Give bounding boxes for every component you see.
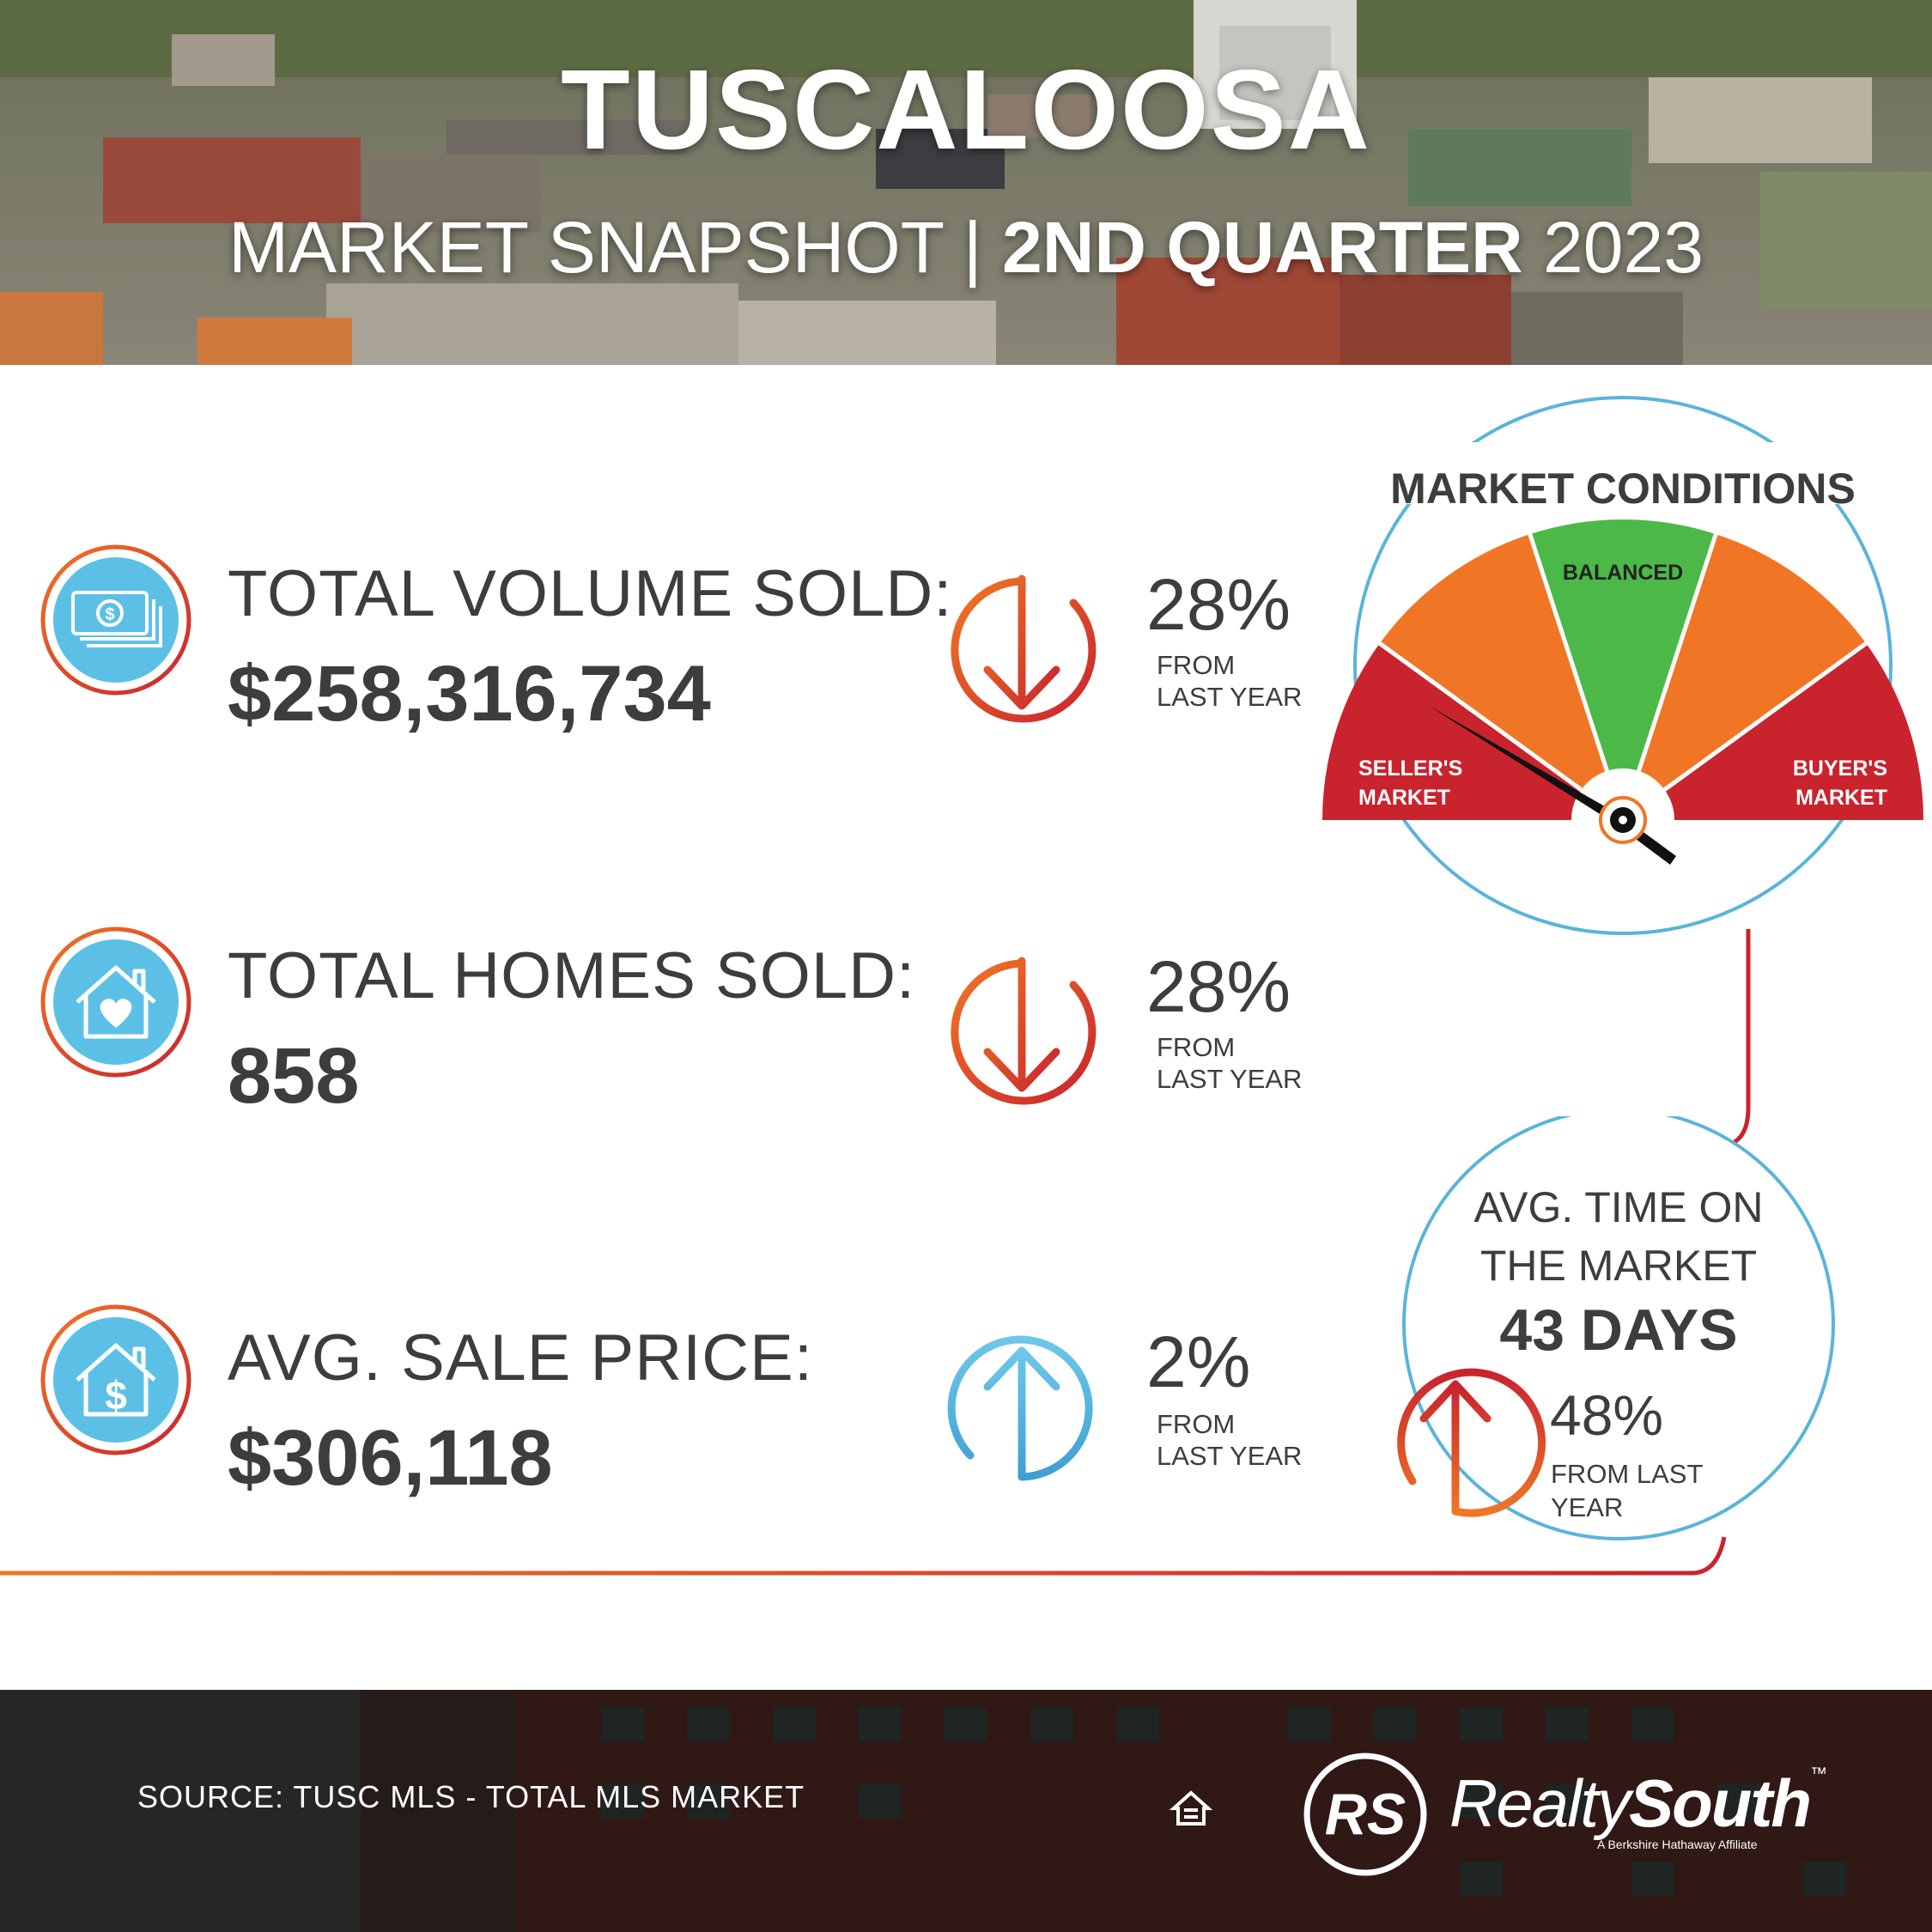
gauge-segment-buyer <box>1664 643 1923 820</box>
time-on-market-label: AVG. TIME ON THE MARKET <box>1473 1183 1764 1290</box>
arrow-up-icon-2 <box>1397 1368 1546 1517</box>
time-on-market-change-note: FROM LAST YEAR <box>1551 1459 1703 1522</box>
subtitle-text: MARKET SNAPSHOT | <box>228 207 1002 288</box>
subtitle-quarter: 2ND QUARTER <box>1002 207 1523 288</box>
gauge-label-seller-2: MARKET <box>1358 786 1450 810</box>
subtitle-year: 2023 <box>1522 207 1704 288</box>
homes-change: 28% <box>1146 946 1291 1027</box>
time-on-market-change: 48% <box>1550 1383 1664 1447</box>
house-dollar-icon: $ <box>40 1304 191 1455</box>
brand-tagline: A Berkshire Hathaway Affiliate <box>1597 1838 1758 1851</box>
page-subtitle: MARKET SNAPSHOT | 2ND QUARTER 2023 <box>0 206 1932 289</box>
divider-lines <box>0 820 1751 1576</box>
price-label: AVG. SALE PRICE: <box>228 1321 813 1394</box>
homes-label: TOTAL HOMES SOLD: <box>228 939 916 1012</box>
gauge-needle <box>1429 706 1676 865</box>
price-value: $306,118 <box>228 1414 553 1502</box>
svg-text:$: $ <box>105 1373 127 1418</box>
building-photo <box>0 1690 1932 1932</box>
price-change-note: FROM LAST YEAR <box>1157 1409 1303 1471</box>
gauge-label-buyer-2: MARKET <box>1795 786 1887 810</box>
volume-change-note: FROM LAST YEAR <box>1157 650 1303 712</box>
arrow-down-icon <box>951 574 1097 723</box>
volume-change: 28% <box>1146 564 1291 645</box>
time-on-market-circle <box>1397 1116 1835 1540</box>
price-change: 2% <box>1146 1321 1251 1402</box>
footer-banner: RS <box>0 1690 1932 1932</box>
arrow-up-icon <box>947 1335 1093 1481</box>
brand-trademark: ™ <box>1810 1765 1827 1783</box>
market-conditions-title: MARKET CONDITIONS <box>1390 465 1856 513</box>
volume-label: TOTAL VOLUME SOLD: <box>228 557 953 630</box>
header-banner: TUSCALOOSA MARKET SNAPSHOT | 2ND QUARTER… <box>0 0 1932 365</box>
page-title: TUSCALOOSA <box>561 46 1371 173</box>
svg-text:$: $ <box>105 605 114 624</box>
homes-value: 858 <box>228 1032 360 1120</box>
gauge-segment-balanced <box>1529 519 1716 771</box>
equal-housing-icon <box>1170 1790 1212 1826</box>
divider-3 <box>0 1536 1727 1576</box>
brand-bold: South <box>1629 1765 1812 1841</box>
gauge-label-seller-1: SELLER'S <box>1358 756 1462 781</box>
volume-value: $258,316,734 <box>228 650 711 738</box>
gauge-label-buyer-1: BUYER'S <box>1793 756 1887 781</box>
rs-logo-icon: RS <box>1303 1753 1427 1876</box>
money-icon: $ <box>40 544 191 696</box>
gauge-label-balanced: BALANCED <box>1563 561 1683 585</box>
city-photo <box>0 0 1932 365</box>
gauge-segment-seller <box>1322 643 1582 820</box>
brand-name: RealtySouth™ <box>1449 1765 1827 1843</box>
market-conditions-gauge: BALANCED SELLER'S MARKET BUYER'S MARKET <box>1322 396 1923 935</box>
arrow-down-icon-2 <box>951 957 1097 1105</box>
source-note: SOURCE: TUSC MLS - TOTAL MLS MARKET <box>137 1779 805 1814</box>
rs-logo-initials: RS <box>1325 1782 1406 1847</box>
homes-change-note: FROM LAST YEAR <box>1157 1032 1303 1094</box>
time-on-market-value: 43 DAYS <box>1499 1297 1738 1363</box>
connector-line <box>1733 929 1751 1145</box>
brand-regular: Realty <box>1449 1765 1631 1841</box>
house-heart-icon <box>40 927 191 1078</box>
